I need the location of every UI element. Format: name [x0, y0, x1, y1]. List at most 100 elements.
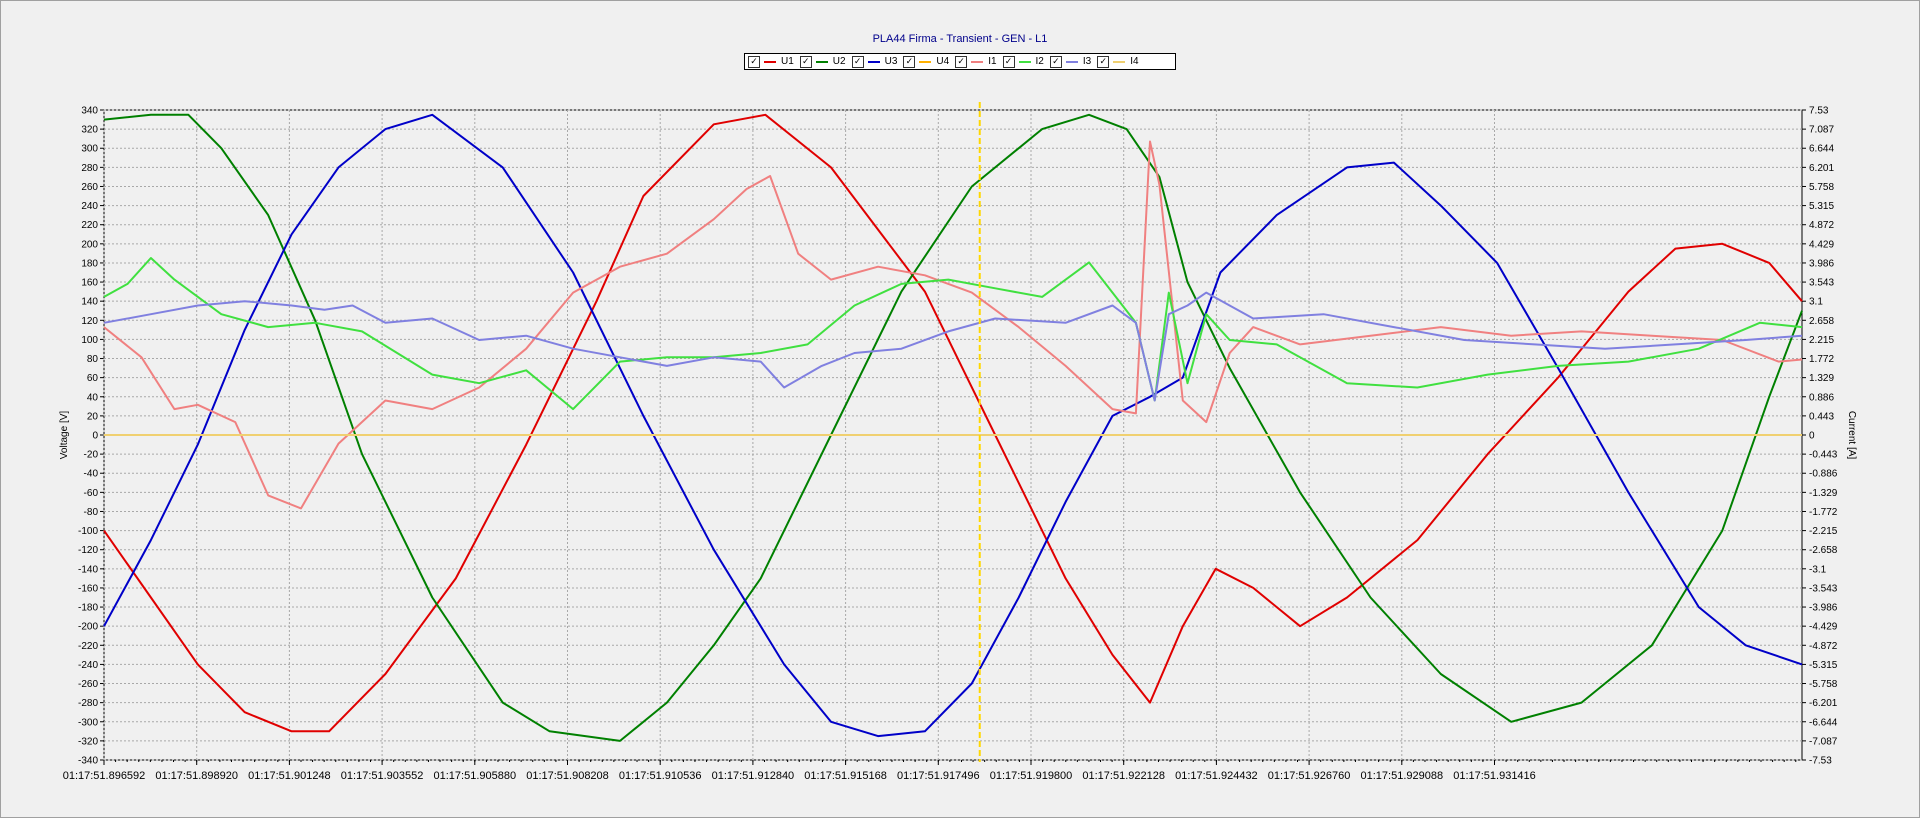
- y-tick-label-right: 2.215: [1809, 335, 1834, 346]
- x-tick-label: 01:17:51.901248: [248, 770, 331, 782]
- checkbox-u3[interactable]: ✓: [851, 55, 864, 68]
- y-tick-label-right: -5.315: [1809, 660, 1838, 671]
- x-tick-label: 01:17:51.896592: [63, 770, 146, 782]
- x-tick-label: 01:17:51.924432: [1175, 770, 1258, 782]
- y-tick-label-right: 5.758: [1809, 182, 1834, 193]
- y-tick-label-right: 0.886: [1809, 392, 1834, 403]
- legend-swatch-i3: [1065, 60, 1078, 63]
- y-tick-label-right: -1.772: [1809, 507, 1838, 518]
- checkbox-i3[interactable]: ✓: [1049, 55, 1062, 68]
- series-line-i3: [103, 291, 1803, 402]
- y-tick-label-left: -160: [78, 583, 98, 594]
- y-tick-label-left: 320: [81, 125, 98, 136]
- series-line-u3: [103, 113, 1803, 738]
- chart-title: PLA44 Firma - Transient - GEN - L1: [872, 33, 1048, 45]
- y-tick-label-left: -100: [78, 526, 98, 537]
- legend-label-i4: I4: [1130, 56, 1139, 67]
- y-tick-label-right: -3.1: [1809, 564, 1827, 575]
- y-tick-label-left: -40: [84, 469, 99, 480]
- legend-item-i2[interactable]: ✓ I2: [1002, 55, 1044, 68]
- y-tick-label-left: -220: [78, 641, 98, 652]
- series-line-i2: [103, 257, 1803, 411]
- legend-swatch-i2: [1018, 60, 1031, 63]
- y-axis-label-right: Current [A]: [1846, 411, 1857, 460]
- legend-item-u1[interactable]: ✓ U1: [748, 55, 794, 68]
- y-tick-label-right: -4.429: [1809, 622, 1838, 633]
- checkbox-i1[interactable]: ✓: [955, 55, 968, 68]
- checkbox-u1[interactable]: ✓: [748, 55, 760, 68]
- y-tick-label-right: -3.543: [1809, 583, 1838, 594]
- y-tick-label-left: 100: [81, 335, 98, 346]
- y-tick-label-left: -80: [84, 507, 99, 518]
- y-tick-label-right: -4.872: [1809, 641, 1838, 652]
- y-tick-label-left: 300: [81, 144, 98, 155]
- y-tick-label-left: 40: [87, 392, 99, 403]
- legend-label-i3: I3: [1082, 56, 1092, 67]
- y-tick-label-right: -6.201: [1809, 698, 1838, 709]
- legend-item-u3[interactable]: ✓ U3: [851, 55, 898, 68]
- y-tick-label-left: -120: [78, 545, 98, 556]
- y-tick-label-right: 3.543: [1809, 278, 1834, 289]
- legend-label-u2: U2: [832, 56, 846, 67]
- x-tick-label: 01:17:51.926760: [1268, 770, 1351, 782]
- y-tick-label-left: -300: [78, 717, 98, 728]
- y-tick-label-left: 280: [81, 163, 98, 174]
- series-line-i1: [103, 140, 1803, 510]
- y-tick-label-left: -280: [78, 698, 98, 709]
- legend-label-u3: U3: [884, 56, 898, 67]
- y-tick-label-left: 200: [81, 239, 98, 250]
- legend-item-u2[interactable]: ✓ U2: [799, 55, 846, 68]
- y-tick-label-left: -200: [78, 622, 98, 633]
- y-tick-label-right: -1.329: [1809, 488, 1838, 499]
- y-tick-label-right: 0: [1809, 431, 1815, 442]
- legend: ✓ U1 ✓ U2 ✓ U3 ✓ U4 ✓ I1 ✓ I2 ✓ I3 ✓ I4: [744, 53, 1176, 70]
- series-line-u2: [103, 113, 1803, 742]
- y-tick-label-left: -20: [84, 450, 99, 461]
- legend-label-u1: U1: [781, 56, 794, 67]
- y-tick-label-right: -5.758: [1809, 679, 1838, 690]
- x-tick-label: 01:17:51.929088: [1361, 770, 1444, 782]
- y-tick-label-left: 220: [81, 220, 98, 231]
- y-tick-label-left: 60: [87, 373, 99, 384]
- y-tick-label-left: -260: [78, 679, 98, 690]
- y-tick-label-left: 240: [81, 201, 98, 212]
- y-tick-label-right: 3.986: [1809, 258, 1834, 269]
- legend-item-i3[interactable]: ✓ I3: [1049, 55, 1092, 68]
- y-tick-label-left: 160: [81, 278, 98, 289]
- y-tick-label-left: 0: [92, 431, 98, 442]
- x-tick-label: 01:17:51.910536: [619, 770, 702, 782]
- legend-item-i4[interactable]: ✓ I4: [1097, 55, 1139, 68]
- x-tick-label: 01:17:51.908208: [526, 770, 609, 782]
- x-tick-label: 01:17:51.912840: [712, 770, 795, 782]
- y-tick-label-left: 340: [81, 106, 98, 117]
- checkbox-u4[interactable]: ✓: [903, 55, 916, 68]
- y-tick-label-right: 1.329: [1809, 373, 1834, 384]
- y-tick-label-left: 20: [87, 411, 99, 422]
- legend-swatch-u1: [764, 60, 776, 63]
- x-tick-label: 01:17:51.919800: [990, 770, 1073, 782]
- y-tick-label-right: -6.644: [1809, 717, 1838, 728]
- y-tick-label-right: 7.53: [1809, 106, 1829, 117]
- x-tick-label: 01:17:51.915168: [804, 770, 887, 782]
- y-tick-label-right: -7.087: [1809, 736, 1838, 747]
- checkbox-i4[interactable]: ✓: [1097, 55, 1110, 68]
- x-tick-label: 01:17:51.898920: [155, 770, 238, 782]
- checkbox-i2[interactable]: ✓: [1002, 55, 1015, 68]
- checkbox-u2[interactable]: ✓: [799, 55, 812, 68]
- y-tick-label-right: 5.315: [1809, 201, 1834, 212]
- y-tick-label-right: 1.772: [1809, 354, 1834, 365]
- y-tick-label-right: -2.215: [1809, 526, 1838, 537]
- legend-item-i1[interactable]: ✓ I1: [955, 55, 997, 68]
- legend-item-u4[interactable]: ✓ U4: [903, 55, 950, 68]
- legend-label-i1: I1: [988, 56, 997, 67]
- legend-swatch-u2: [815, 60, 828, 63]
- y-tick-label-right: 0.443: [1809, 411, 1834, 422]
- y-tick-label-left: -240: [78, 660, 98, 671]
- legend-label-u4: U4: [936, 56, 950, 67]
- y-tick-label-right: 4.429: [1809, 239, 1834, 250]
- y-tick-label-right: -7.53: [1809, 756, 1832, 767]
- series-line-u1: [103, 113, 1803, 733]
- y-axis-label-left: Voltage [V]: [59, 411, 70, 460]
- x-tick-label: 01:17:51.905880: [434, 770, 517, 782]
